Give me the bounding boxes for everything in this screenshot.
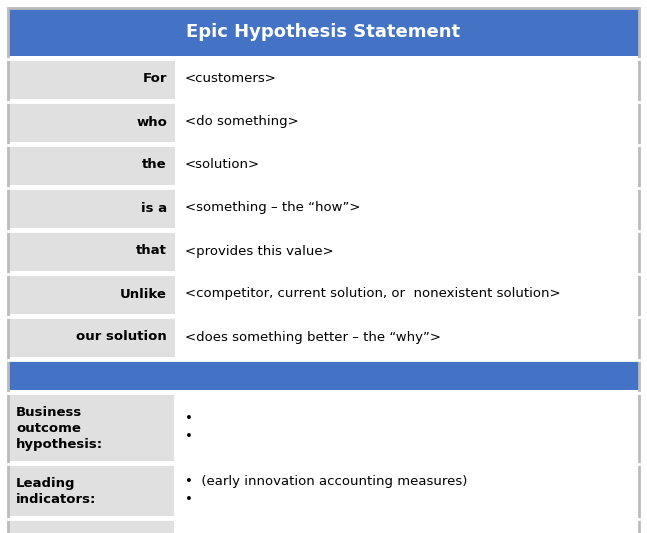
Text: <does something better – the “why”>: <does something better – the “why”> (185, 330, 441, 343)
Text: •: • (185, 430, 193, 443)
Bar (8, 145, 175, 185)
Text: For: For (142, 72, 167, 85)
Bar (175, 102, 639, 142)
Bar (8, 188, 175, 228)
Text: •: • (185, 412, 193, 425)
Text: <do something>: <do something> (185, 116, 299, 128)
Text: <something – the “how”>: <something – the “how”> (185, 201, 360, 214)
Text: <solution>: <solution> (185, 158, 260, 172)
Bar (8, 393, 175, 461)
Text: Unlike: Unlike (120, 287, 167, 301)
Text: our solution: our solution (76, 330, 167, 343)
Text: Epic Hypothesis Statement: Epic Hypothesis Statement (186, 23, 461, 41)
Text: <competitor, current solution, or  nonexistent solution>: <competitor, current solution, or nonexi… (185, 287, 560, 301)
Text: who: who (136, 116, 167, 128)
Text: Leading: Leading (16, 477, 76, 490)
Text: <customers>: <customers> (185, 72, 277, 85)
Text: that: that (136, 245, 167, 257)
Bar (175, 317, 639, 357)
Bar (175, 145, 639, 185)
Text: outcome: outcome (16, 422, 81, 435)
Text: •: • (185, 493, 193, 506)
Text: hypothesis:: hypothesis: (16, 438, 103, 451)
Bar (175, 274, 639, 314)
Bar (8, 231, 175, 271)
Bar (8, 274, 175, 314)
Bar (8, 464, 175, 516)
Bar (8, 8, 639, 56)
Bar (175, 393, 639, 461)
Bar (175, 464, 639, 516)
Text: •  (early innovation accounting measures): • (early innovation accounting measures) (185, 475, 467, 488)
Text: indicators:: indicators: (16, 493, 96, 506)
Bar (8, 59, 175, 99)
Bar (175, 59, 639, 99)
Bar (175, 188, 639, 228)
Bar (175, 231, 639, 271)
Bar (8, 102, 175, 142)
Bar (8, 317, 175, 357)
Bar (8, 519, 175, 533)
Bar (8, 360, 639, 390)
Text: Business: Business (16, 406, 82, 419)
Bar (175, 519, 639, 533)
Text: the: the (142, 158, 167, 172)
Text: is a: is a (141, 201, 167, 214)
Text: <provides this value>: <provides this value> (185, 245, 334, 257)
